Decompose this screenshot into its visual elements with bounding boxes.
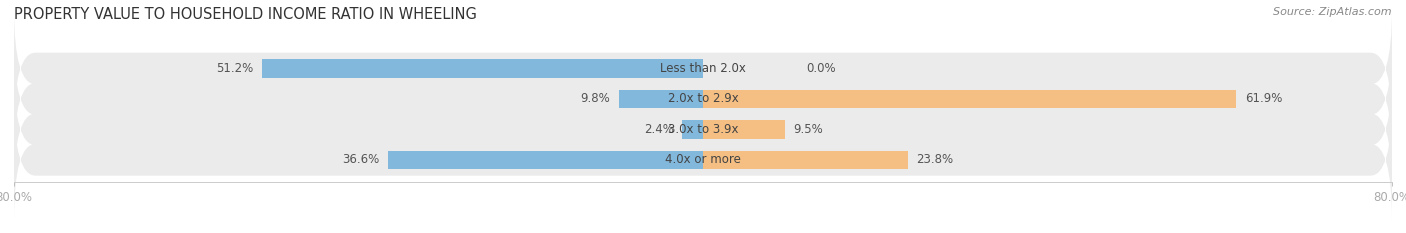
FancyBboxPatch shape (14, 39, 1392, 159)
Text: 3.0x to 3.9x: 3.0x to 3.9x (668, 123, 738, 136)
Bar (619, 90, 703, 108)
Bar (703, 151, 908, 169)
Bar (388, 151, 703, 169)
Text: 0.0%: 0.0% (807, 62, 837, 75)
Text: 2.0x to 2.9x: 2.0x to 2.9x (668, 93, 738, 106)
Text: 9.5%: 9.5% (793, 123, 823, 136)
FancyBboxPatch shape (14, 69, 1392, 190)
Text: Source: ZipAtlas.com: Source: ZipAtlas.com (1274, 7, 1392, 17)
Bar (262, 59, 703, 78)
FancyBboxPatch shape (14, 99, 1392, 220)
Text: PROPERTY VALUE TO HOUSEHOLD INCOME RATIO IN WHEELING: PROPERTY VALUE TO HOUSEHOLD INCOME RATIO… (14, 7, 477, 22)
Bar (682, 120, 703, 139)
Text: 51.2%: 51.2% (217, 62, 253, 75)
Text: 2.4%: 2.4% (644, 123, 673, 136)
Text: 36.6%: 36.6% (342, 153, 380, 166)
Text: 23.8%: 23.8% (917, 153, 953, 166)
Bar (703, 90, 1236, 108)
Text: 4.0x or more: 4.0x or more (665, 153, 741, 166)
Text: Less than 2.0x: Less than 2.0x (659, 62, 747, 75)
Bar (703, 120, 785, 139)
Text: 9.8%: 9.8% (581, 93, 610, 106)
Text: 61.9%: 61.9% (1244, 93, 1282, 106)
FancyBboxPatch shape (14, 8, 1392, 129)
